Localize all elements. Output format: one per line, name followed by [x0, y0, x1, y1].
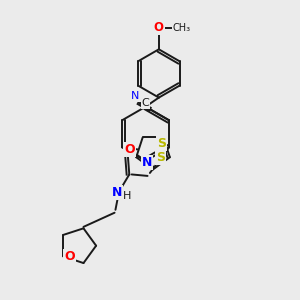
Text: O: O [124, 143, 135, 157]
Text: N: N [142, 156, 152, 169]
Text: CH₃: CH₃ [172, 22, 190, 32]
Text: N: N [131, 91, 140, 101]
Text: O: O [154, 21, 164, 34]
Text: N: N [111, 186, 122, 199]
Text: H: H [123, 190, 131, 201]
Text: S: S [158, 137, 166, 151]
Text: S: S [156, 151, 165, 164]
Text: C: C [142, 98, 149, 108]
Text: O: O [64, 250, 75, 263]
